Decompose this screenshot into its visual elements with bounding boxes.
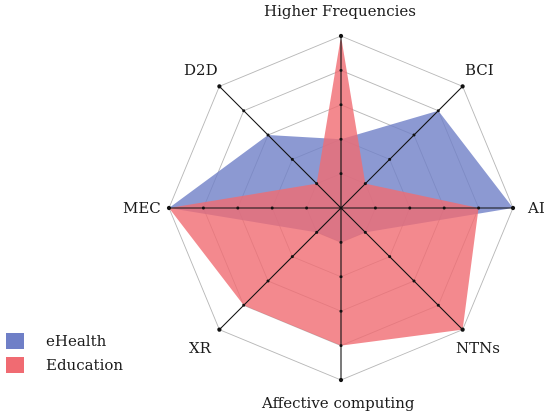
tick-dot-higher-frequencies-1 (339, 172, 343, 176)
axis-line-xr (218, 207, 342, 331)
tick-dot-bci-3 (412, 133, 416, 137)
tick-dot-higher-frequencies-4 (339, 68, 343, 72)
tick-dot-ntns-4 (436, 303, 440, 307)
tick-dot-d2d-1 (315, 182, 319, 186)
tick-dot-higher-frequencies-2 (339, 137, 343, 141)
legend-item-ehealth: eHealth (6, 330, 123, 352)
radar-axes (169, 36, 513, 380)
tick-dot-mec-5 (166, 205, 172, 211)
tick-dot-higher-frequencies-5 (338, 33, 344, 39)
tick-dot-affective-computing-5 (338, 377, 344, 383)
tick-dot-ntns-2 (388, 255, 392, 259)
axis-line-d2d (218, 85, 342, 209)
tick-dot-bci-5 (460, 84, 465, 89)
axis-label-bci: BCI (465, 61, 494, 79)
tick-dot-bci-1 (363, 182, 367, 186)
tick-dot-xr-2 (290, 255, 294, 259)
axis-label-xr: XR (189, 339, 211, 357)
axis-line-ntns (340, 207, 464, 331)
axis-label-mec: MEC (123, 199, 161, 217)
axis-line-bci (340, 85, 464, 209)
tick-dot-mec-2 (270, 206, 274, 210)
tick-dot-ai-1 (373, 206, 377, 210)
axis-label-ai: AI (528, 199, 545, 217)
tick-dot-affective-computing-2 (339, 275, 343, 279)
tick-dot-ai-4 (477, 206, 481, 210)
tick-dot-d2d-5 (217, 84, 222, 89)
tick-dot-ntns-3 (412, 279, 416, 283)
legend-label-ehealth: eHealth (46, 332, 107, 350)
legend: eHealth Education (6, 330, 123, 378)
axis-label-higher-frequencies: Higher Frequencies (264, 2, 416, 20)
tick-dot-higher-frequencies-3 (339, 103, 343, 107)
tick-dot-d2d-4 (242, 109, 246, 113)
tick-dot-xr-3 (266, 279, 270, 283)
tick-dot-affective-computing-3 (339, 309, 343, 313)
tick-dot-mec-1 (305, 206, 309, 210)
axis-label-affective-computing: Affective computing (262, 394, 415, 412)
tick-dot-bci-4 (436, 109, 440, 113)
legend-swatch-education (6, 357, 24, 373)
tick-dot-ntns-5 (460, 327, 465, 332)
tick-dot-affective-computing-4 (339, 344, 343, 348)
tick-dot-affective-computing-1 (339, 240, 343, 244)
tick-dot-xr-4 (242, 303, 246, 307)
tick-dot-bci-2 (388, 157, 392, 161)
tick-dot-mec-4 (201, 206, 205, 210)
tick-dot-ntns-1 (363, 230, 367, 234)
tick-dot-ai-3 (442, 206, 446, 210)
axis-label-ntns: NTNs (456, 339, 500, 357)
radar-tick-dots (166, 33, 516, 383)
legend-item-education: Education (6, 354, 123, 376)
tick-dot-mec-3 (236, 206, 240, 210)
legend-swatch-ehealth (6, 333, 24, 349)
tick-dot-xr-1 (315, 230, 319, 234)
tick-dot-d2d-3 (266, 133, 270, 137)
tick-dot-ai-5 (510, 205, 516, 211)
tick-dot-xr-5 (217, 327, 222, 332)
axis-label-d2d: D2D (184, 61, 218, 79)
tick-dot-ai-2 (408, 206, 412, 210)
legend-label-education: Education (46, 356, 124, 374)
tick-dot-d2d-2 (290, 157, 294, 161)
